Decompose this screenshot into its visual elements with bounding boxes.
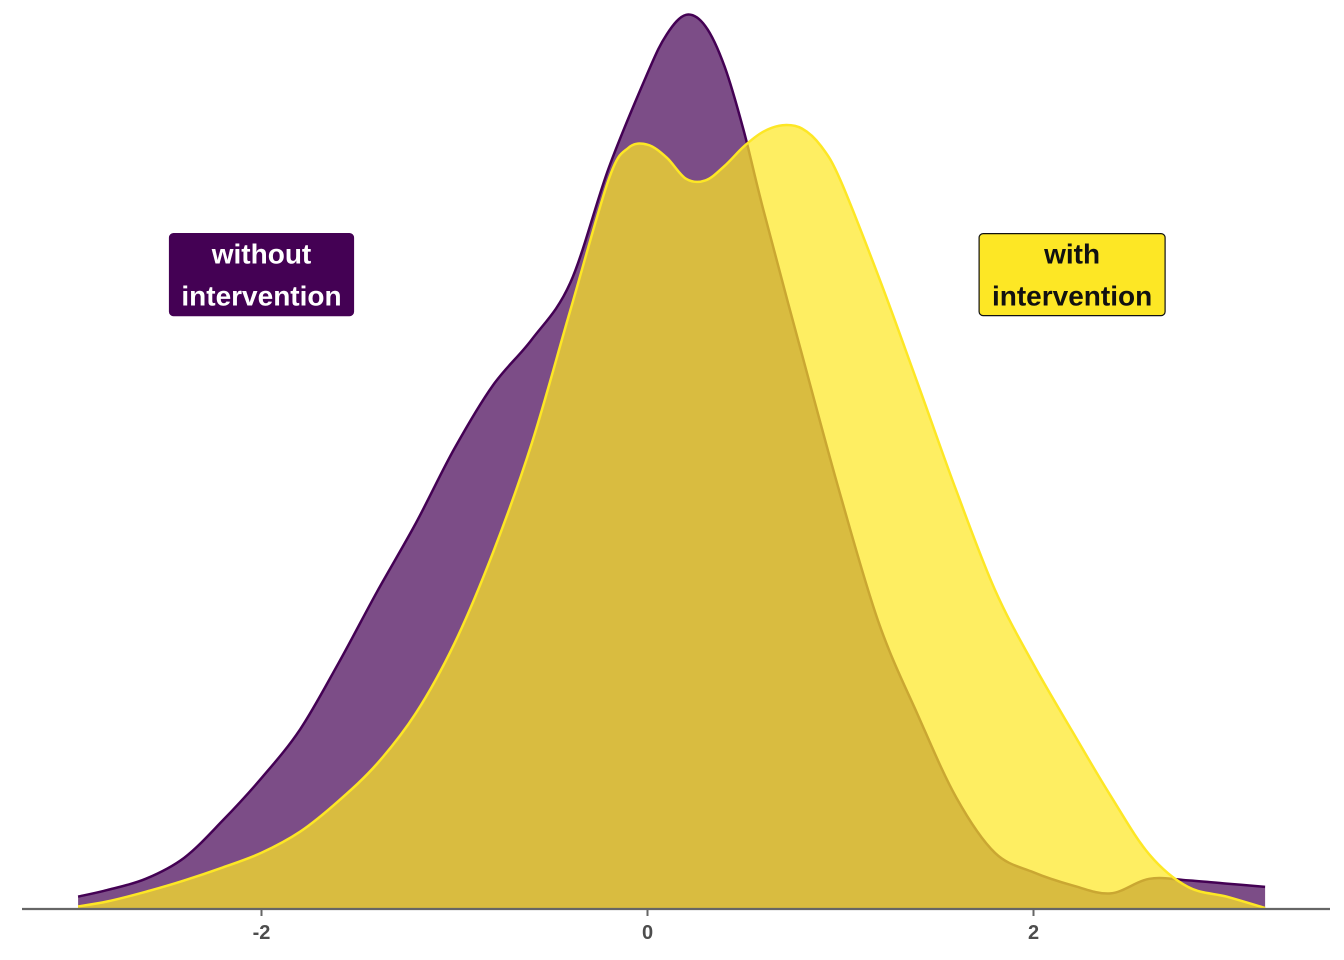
label-text: with (1043, 239, 1100, 270)
label-without-intervention: without intervention (168, 233, 355, 317)
x-tick-label: -2 (253, 922, 271, 944)
label-text: intervention (992, 281, 1152, 312)
label-box (168, 233, 355, 317)
label-text: without (211, 239, 312, 270)
x-tick-label: 2 (1028, 922, 1039, 944)
annotations: without intervention with intervention (168, 233, 1166, 317)
density-area-with-intervention (78, 125, 1266, 908)
label-text: intervention (181, 281, 341, 312)
label-box (978, 233, 1166, 317)
density-line-with-intervention (77, 123, 1266, 910)
x-axis-ticks: -2 0 2 (253, 909, 1039, 944)
density-areas (77, 13, 1266, 910)
label-with-intervention: with intervention (978, 233, 1166, 317)
x-tick-label: 0 (642, 922, 653, 944)
